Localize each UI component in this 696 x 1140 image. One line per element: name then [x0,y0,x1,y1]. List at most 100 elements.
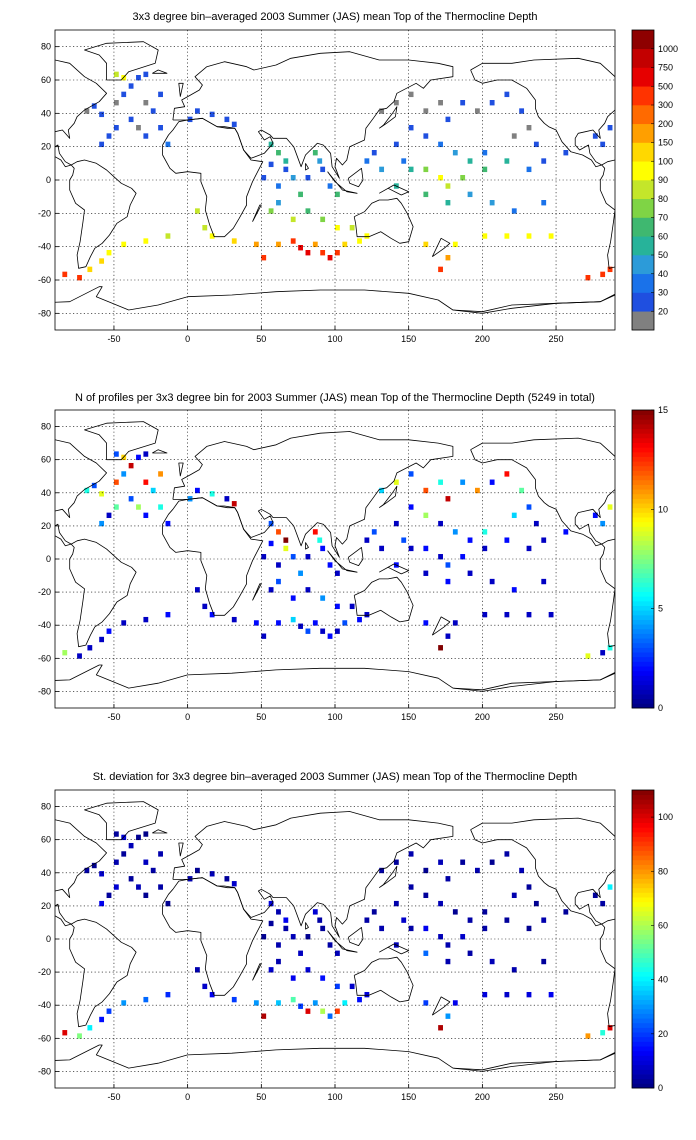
coastline [152,69,168,74]
data-cell [268,161,274,168]
chart-panel-3: St. deviation for 3x3 degree bin–average… [38,771,673,1102]
colorbar-swatch [632,980,654,986]
colorbar-label: 750 [658,63,673,73]
data-cell [526,166,532,173]
data-cell [128,462,134,469]
data-cell [342,241,348,248]
data-cell [511,133,517,139]
colorbar-label: 100 [658,812,673,822]
data-cell [541,578,547,585]
data-cell [379,108,385,114]
coastline [162,117,264,238]
data-cell [276,942,281,948]
y-tick-label: -60 [38,275,51,285]
data-cell [423,570,429,576]
data-cell [327,1013,333,1019]
coastline [470,57,615,168]
colorbar-swatch [632,554,654,560]
data-cell [526,233,532,239]
coastline [162,497,264,616]
colorbar-label: 200 [658,119,673,129]
data-cell [261,934,267,940]
data-cell [482,611,488,618]
colorbar-swatch [632,628,654,634]
data-cell [327,255,333,261]
data-cell [592,133,598,139]
data-cell [335,250,340,256]
data-cell [600,900,606,907]
data-cell [121,620,127,626]
data-cell [423,925,429,932]
plot-area [55,410,615,708]
data-cell [607,645,613,651]
data-cell [99,111,105,118]
data-cell [320,250,326,256]
data-cell [401,537,407,543]
data-cell [504,917,510,923]
data-cell [335,628,340,634]
data-cell [283,925,289,932]
colorbar-swatch [632,822,654,828]
data-cell [202,983,208,990]
colorbar-swatch [632,920,654,926]
data-cell [195,867,200,874]
data-cell [364,158,370,164]
data-cell [143,996,149,1003]
colorbar-label: 80 [658,194,668,204]
data-cell [209,233,215,239]
data-cell [290,554,296,560]
coastline [84,801,159,841]
data-cell [489,200,495,206]
data-cell [423,867,429,874]
colorbar-swatch [632,962,654,968]
data-cell [91,862,97,869]
colorbar-swatch [632,484,654,490]
colorbar-swatch [632,461,654,467]
colorbar-swatch [632,790,654,796]
data-cell [504,991,510,998]
colorbar-swatch [632,437,654,443]
data-cell [364,917,370,923]
data-cell [106,1008,112,1014]
colorbar-label: 40 [658,269,668,279]
x-tick-label: 200 [475,1092,490,1102]
x-tick-label: 50 [256,1092,266,1102]
y-tick-label: 60 [41,455,51,465]
data-cell [224,116,230,123]
data-cell [305,1008,311,1014]
data-cell [298,1003,303,1009]
data-cell [77,1033,82,1039]
data-cell [106,628,112,634]
coastline [347,927,364,946]
colorbar-swatch [632,1064,654,1070]
data-cell [600,520,606,527]
chart-title: 3x3 degree bin–averaged 2003 Summer (JAS… [133,11,538,23]
data-cell [607,884,613,890]
data-cell [202,603,208,610]
colorbar-swatch [632,535,654,541]
data-cell [128,876,134,882]
data-cell [585,275,591,281]
data-cell [209,491,215,497]
data-cell [143,831,149,837]
data-cell [504,158,510,164]
data-cell [106,133,112,139]
data-cell [327,633,333,639]
coastline [172,811,454,938]
data-cell [452,909,458,915]
coastline [178,82,184,97]
data-cell [143,616,149,623]
data-cell [526,125,532,131]
colorbar-swatch [632,423,654,430]
y-tick-label: 0 [46,175,51,185]
data-cell [113,451,119,457]
coastline [327,550,358,573]
data-cell [276,562,281,568]
data-cell [504,611,510,618]
data-cell [452,529,458,535]
colorbar-swatch [632,841,654,847]
data-cell [165,611,171,618]
data-cell [467,158,473,164]
plot-background [55,790,615,1088]
data-cell [150,487,156,494]
